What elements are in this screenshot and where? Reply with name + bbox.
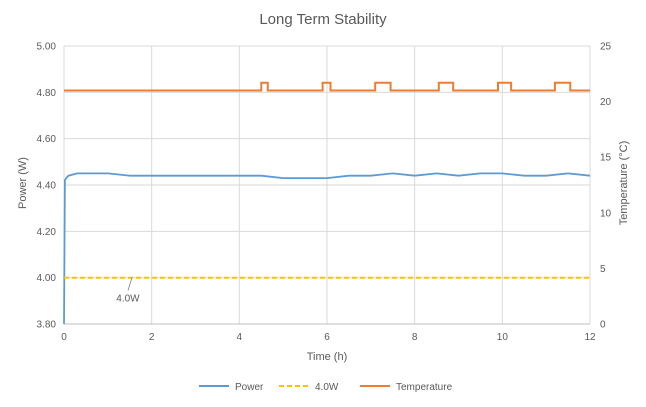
right-tick-label: 0 [600, 320, 606, 331]
right-tick-label: 15 [600, 153, 612, 164]
left-tick-label: 4.80 [37, 88, 57, 99]
chart-title: Long Term Stability [259, 11, 387, 28]
legend-label-temperature: Temperature [396, 382, 453, 393]
right-tick-label: 25 [600, 42, 612, 53]
grid-lines [63, 45, 591, 325]
left-tick-label: 3.80 [37, 320, 57, 331]
series-line-temperature [64, 81, 590, 92]
annotation-label: 4.0W [116, 294, 140, 305]
left-axis-title: Power (W) [17, 157, 29, 209]
left-tick-label: 5.00 [37, 42, 57, 53]
legend-label-4-0w: 4.0W [315, 382, 339, 393]
x-axis-ticks: 0 2 4 6 8 10 12 [61, 332, 596, 343]
x-tick-label: 12 [584, 332, 596, 343]
left-axis-ticks: 3.80 4.00 4.20 4.40 4.60 4.80 5.00 [37, 42, 57, 331]
x-tick-label: 4 [237, 332, 243, 343]
annotation-leader [127, 277, 133, 291]
right-tick-label: 10 [600, 208, 612, 219]
x-tick-label: 8 [412, 332, 418, 343]
right-tick-label: 5 [600, 264, 606, 275]
right-axis-ticks: 0 5 10 15 20 25 [600, 42, 612, 331]
legend: Power 4.0W Temperature [199, 382, 453, 393]
series-line-power [63, 172, 591, 325]
left-tick-label: 4.40 [37, 181, 57, 192]
series-layer [63, 81, 591, 325]
left-tick-label: 4.60 [37, 134, 57, 145]
left-tick-label: 4.20 [37, 227, 57, 238]
left-tick-label: 4.00 [37, 273, 57, 284]
right-tick-label: 20 [600, 97, 612, 108]
x-tick-label: 2 [149, 332, 155, 343]
right-axis-title: Temperature (°C) [618, 141, 630, 225]
x-tick-label: 0 [61, 332, 67, 343]
x-tick-label: 6 [324, 332, 330, 343]
x-axis-title: Time (h) [307, 351, 348, 363]
annotation-layer: 4.0W [116, 277, 140, 305]
x-tick-label: 10 [497, 332, 509, 343]
legend-label-power: Power [235, 382, 264, 393]
